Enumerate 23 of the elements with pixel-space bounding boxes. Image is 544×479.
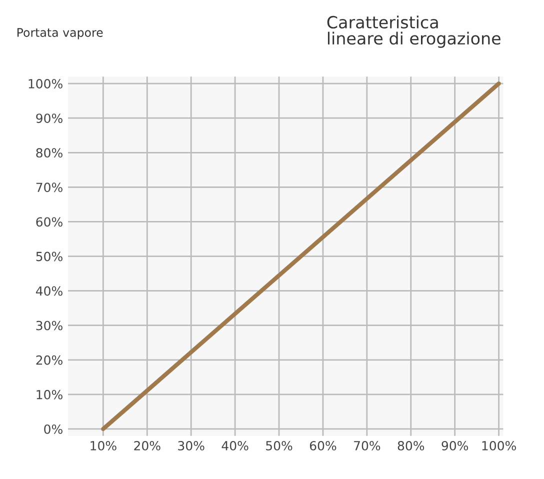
y-tick-label: 50% [36,252,62,262]
y-tick-label: 80% [36,148,62,158]
y-tick-label: 60% [36,217,62,227]
y-axis-title: Portata vapore [17,28,103,40]
y-tick-label: 90% [36,114,62,124]
x-tick-label: 10% [90,440,116,450]
y-tick-label: 100% [28,79,62,88]
x-tick-label: 60% [310,440,336,450]
x-tick-label: 70% [354,440,380,450]
y-tick-label: 30% [36,320,62,330]
y-tick-label: 20% [36,355,62,365]
y-tick-label: 40% [36,286,62,296]
chart-title: Caratteristica lineare di erogazione [327,16,500,48]
x-tick-label: 50% [266,440,292,450]
y-tick-label: 0% [44,424,62,434]
x-tick-label: 100% [482,440,516,450]
x-tick-label: 40% [222,440,248,450]
x-tick-label: 80% [398,440,424,450]
x-tick-label: 20% [134,440,160,450]
x-tick-label: 30% [178,440,204,450]
y-tick-label: 10% [36,390,62,400]
y-tick-label: 70% [36,182,62,192]
x-tick-label: 90% [442,440,468,450]
